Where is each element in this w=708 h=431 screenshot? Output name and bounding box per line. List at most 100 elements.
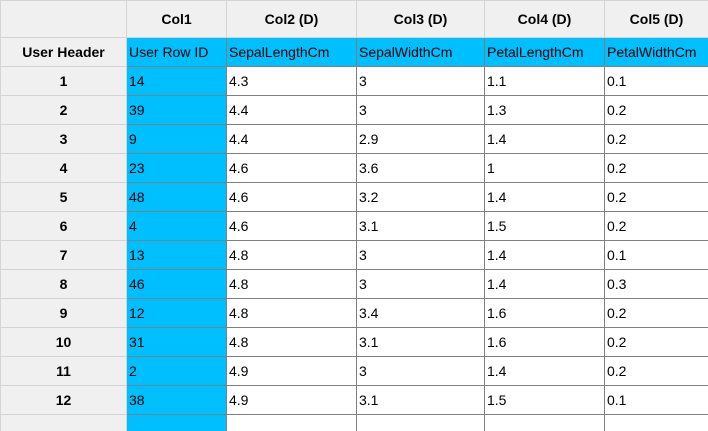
cell-sepal-width[interactable]: 3.6	[356, 153, 485, 183]
row-header[interactable]: 1	[0, 66, 127, 96]
cell-user-row-id[interactable]: 4	[126, 211, 227, 241]
column-header-col3[interactable]: Col3 (D)	[356, 0, 485, 38]
corner-cell[interactable]	[0, 0, 127, 38]
cell-sepal-width[interactable]: 3.2	[356, 182, 485, 212]
cell-sepal-length[interactable]: 4.8	[226, 269, 357, 299]
field-header-sepal-width[interactable]: SepalWidthCm	[356, 37, 485, 67]
cell-petal-width[interactable]: 0.1	[604, 66, 708, 96]
field-header-user-row-id[interactable]: User Row ID	[126, 37, 227, 67]
cell-user-row-id[interactable]: 31	[126, 327, 227, 357]
cell-sepal-width[interactable]: 3	[356, 95, 485, 125]
field-header-petal-length[interactable]: PetalLengthCm	[484, 37, 605, 67]
row-header[interactable]: 5	[0, 182, 127, 212]
cell-petal-length[interactable]: 1.5	[484, 211, 605, 241]
cell-petal-length[interactable]: 1.4	[484, 269, 605, 299]
cell-petal-length[interactable]: 1.4	[484, 240, 605, 270]
cell-petal-width[interactable]: 0.1	[604, 385, 708, 415]
cell-sepal-width[interactable]: 3	[356, 269, 485, 299]
cell-user-row-id[interactable]: 14	[126, 66, 227, 96]
table-row: 4 23 4.6 3.6 1 0.2	[0, 153, 708, 183]
cell-petal-length[interactable]: 1.6	[484, 327, 605, 357]
cell-petal-width[interactable]: 0.2	[604, 153, 708, 183]
column-header-col5[interactable]: Col5 (D)	[604, 0, 708, 38]
cell-sepal-width[interactable]: 3	[356, 240, 485, 270]
cell-user-row-id[interactable]: 23	[126, 153, 227, 183]
cell-sepal-width[interactable]: 3.1	[356, 211, 485, 241]
column-header-col2[interactable]: Col2 (D)	[226, 0, 357, 38]
cell-petal-length[interactable]: 1.1	[484, 66, 605, 96]
cell-sepal-width[interactable]: 3.1	[356, 327, 485, 357]
cell-user-row-id[interactable]: 39	[126, 95, 227, 125]
cell-sepal-length[interactable]: 4.6	[226, 182, 357, 212]
cell-sepal-length[interactable]: 4.6	[226, 153, 357, 183]
table-row: 10 31 4.8 3.1 1.6 0.2	[0, 327, 708, 357]
row-header[interactable]: 3	[0, 124, 127, 154]
grid-body: 1 14 4.3 3 1.1 0.1 2 39 4.4 3 1.3 0.2 3 9 4.4 2.9 1.4 0.2…	[0, 66, 708, 431]
cell-user-row-id[interactable]: 48	[126, 182, 227, 212]
cell-sepal-length[interactable]	[226, 414, 357, 431]
row-header[interactable]: 11	[0, 356, 127, 386]
cell-petal-width[interactable]: 0.1	[604, 240, 708, 270]
cell-sepal-length[interactable]: 4.6	[226, 211, 357, 241]
row-header[interactable]: 8	[0, 269, 127, 299]
cell-petal-width[interactable]: 0.2	[604, 95, 708, 125]
cell-sepal-length[interactable]: 4.3	[226, 66, 357, 96]
table-row: 7 13 4.8 3 1.4 0.1	[0, 240, 708, 270]
cell-petal-length[interactable]: 1.4	[484, 356, 605, 386]
cell-sepal-width[interactable]: 3.4	[356, 298, 485, 328]
table-row: 9 12 4.8 3.4 1.6 0.2	[0, 298, 708, 328]
cell-petal-length[interactable]: 1	[484, 153, 605, 183]
row-header[interactable]: 7	[0, 240, 127, 270]
cell-sepal-length[interactable]: 4.8	[226, 298, 357, 328]
field-header-row: User Header User Row ID SepalLengthCm Se…	[0, 37, 708, 67]
cell-petal-width[interactable]: 0.3	[604, 269, 708, 299]
column-header-col4[interactable]: Col4 (D)	[484, 0, 605, 38]
cell-user-row-id[interactable]	[126, 414, 227, 431]
cell-sepal-width[interactable]: 3	[356, 66, 485, 96]
cell-user-row-id[interactable]: 38	[126, 385, 227, 415]
row-header[interactable]	[0, 414, 127, 431]
cell-petal-width[interactable]: 0.2	[604, 298, 708, 328]
cell-sepal-length[interactable]: 4.4	[226, 124, 357, 154]
cell-user-row-id[interactable]: 13	[126, 240, 227, 270]
cell-sepal-width[interactable]: 3.1	[356, 385, 485, 415]
cell-sepal-length[interactable]: 4.8	[226, 327, 357, 357]
cell-petal-width[interactable]: 0.2	[604, 211, 708, 241]
row-header[interactable]: 4	[0, 153, 127, 183]
cell-petal-width[interactable]: 0.2	[604, 182, 708, 212]
row-header[interactable]: 9	[0, 298, 127, 328]
cell-sepal-length[interactable]: 4.9	[226, 385, 357, 415]
cell-sepal-length[interactable]: 4.4	[226, 95, 357, 125]
cell-petal-width[interactable]: 0.2	[604, 124, 708, 154]
table-row: 6 4 4.6 3.1 1.5 0.2	[0, 211, 708, 241]
field-header-petal-width[interactable]: PetalWidthCm	[604, 37, 708, 67]
cell-user-row-id[interactable]: 9	[126, 124, 227, 154]
cell-petal-length[interactable]: 1.3	[484, 95, 605, 125]
cell-petal-length[interactable]: 1.4	[484, 124, 605, 154]
user-header-label[interactable]: User Header	[0, 37, 127, 67]
cell-petal-width[interactable]	[604, 414, 708, 431]
row-header[interactable]: 10	[0, 327, 127, 357]
cell-user-row-id[interactable]: 12	[126, 298, 227, 328]
cell-sepal-width[interactable]: 2.9	[356, 124, 485, 154]
cell-petal-length[interactable]: 1.6	[484, 298, 605, 328]
cell-user-row-id[interactable]: 46	[126, 269, 227, 299]
cell-sepal-length[interactable]: 4.9	[226, 356, 357, 386]
cell-petal-length[interactable]: 1.4	[484, 182, 605, 212]
cell-petal-length[interactable]	[484, 414, 605, 431]
cell-sepal-length[interactable]: 4.8	[226, 240, 357, 270]
row-header[interactable]: 2	[0, 95, 127, 125]
column-header-col1[interactable]: Col1	[126, 0, 227, 38]
cell-user-row-id[interactable]: 2	[126, 356, 227, 386]
cell-petal-width[interactable]: 0.2	[604, 356, 708, 386]
field-header-sepal-length[interactable]: SepalLengthCm	[226, 37, 357, 67]
cell-sepal-width[interactable]: 3	[356, 356, 485, 386]
table-row: 8 46 4.8 3 1.4 0.3	[0, 269, 708, 299]
table-row: 11 2 4.9 3 1.4 0.2	[0, 356, 708, 386]
cell-sepal-width[interactable]	[356, 414, 485, 431]
cell-petal-width[interactable]: 0.2	[604, 327, 708, 357]
row-header[interactable]: 6	[0, 211, 127, 241]
row-header[interactable]: 12	[0, 385, 127, 415]
cell-petal-length[interactable]: 1.5	[484, 385, 605, 415]
